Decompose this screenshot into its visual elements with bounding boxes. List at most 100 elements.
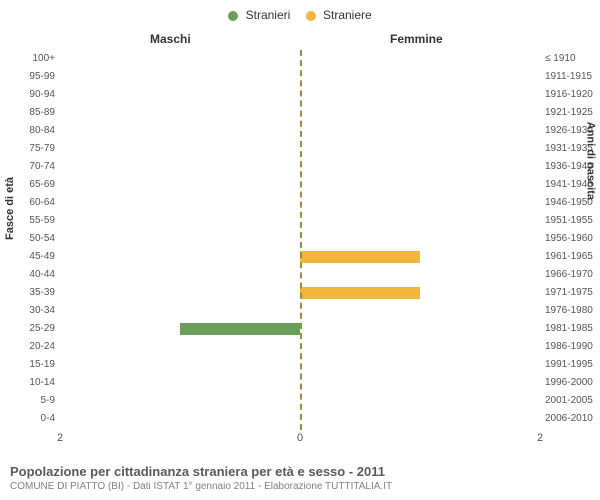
- legend-item-straniere: Straniere: [306, 8, 372, 22]
- pyramid-row: [60, 158, 300, 176]
- birth-year-label: 1971-1975: [545, 284, 600, 302]
- pyramid-row: [60, 392, 300, 410]
- birth-year-label: 2001-2005: [545, 392, 600, 410]
- pyramid-row: [60, 230, 300, 248]
- plot-area: [60, 50, 540, 430]
- pyramid-row: [60, 374, 300, 392]
- pyramid-row: [60, 356, 300, 374]
- chart-subtitle: COMUNE DI PIATTO (BI) - Dati ISTAT 1° ge…: [10, 481, 590, 492]
- pyramid-row: [300, 320, 540, 338]
- female-bar: [300, 251, 420, 263]
- age-label: 5-9: [0, 392, 55, 410]
- y-axis-left-labels: 100+95-9990-9485-8980-8475-7970-7465-696…: [0, 50, 55, 430]
- pyramid-row: [300, 356, 540, 374]
- pyramid-row: [60, 410, 300, 428]
- age-label: 10-14: [0, 374, 55, 392]
- pyramid-row: [60, 284, 300, 302]
- male-half: [60, 50, 300, 430]
- pyramid-row: [60, 302, 300, 320]
- age-label: 95-99: [0, 68, 55, 86]
- pyramid-row: [60, 140, 300, 158]
- pyramid-row: [300, 212, 540, 230]
- age-label: 15-19: [0, 356, 55, 374]
- pyramid-row: [300, 392, 540, 410]
- y-axis-right-title: Anni di nascita: [584, 122, 596, 200]
- pyramid-row: [60, 50, 300, 68]
- pyramid-row: [300, 68, 540, 86]
- age-label: 100+: [0, 50, 55, 68]
- birth-year-label: 1911-1915: [545, 68, 600, 86]
- age-label: 85-89: [0, 104, 55, 122]
- chart-title: Popolazione per cittadinanza straniera p…: [10, 464, 590, 479]
- y-axis-right-labels: ≤ 19101911-19151916-19201921-19251926-19…: [545, 50, 600, 430]
- pyramid-row: [60, 86, 300, 104]
- birth-year-label: 1916-1920: [545, 86, 600, 104]
- birth-year-label: 1976-1980: [545, 302, 600, 320]
- pyramid-row: [300, 266, 540, 284]
- legend-item-stranieri: Stranieri: [228, 8, 290, 22]
- birth-year-label: 1981-1985: [545, 320, 600, 338]
- pyramid-row: [300, 374, 540, 392]
- pyramid-row: [60, 338, 300, 356]
- birth-year-label: 1966-1970: [545, 266, 600, 284]
- chart-container: Stranieri Straniere Maschi Femmine 100+9…: [0, 0, 600, 500]
- birth-year-label: 1921-1925: [545, 104, 600, 122]
- column-header-maschi: Maschi: [150, 32, 191, 46]
- pyramid-row: [300, 194, 540, 212]
- x-tick-left: 2: [57, 432, 63, 444]
- column-header-femmine: Femmine: [390, 32, 443, 46]
- pyramid-row: [60, 68, 300, 86]
- pyramid-row: [60, 266, 300, 284]
- age-label: 30-34: [0, 302, 55, 320]
- birth-year-label: 1956-1960: [545, 230, 600, 248]
- pyramid-row: [60, 176, 300, 194]
- age-label: 25-29: [0, 320, 55, 338]
- legend-label: Straniere: [323, 8, 372, 22]
- x-axis-ticks: 2 0 2: [60, 432, 540, 448]
- pyramid-row: [60, 122, 300, 140]
- male-bar: [180, 323, 300, 335]
- legend-swatch-stranieri: [228, 11, 238, 21]
- pyramid-row: [300, 104, 540, 122]
- age-label: 45-49: [0, 248, 55, 266]
- pyramid-row: [300, 86, 540, 104]
- birth-year-label: 1986-1990: [545, 338, 600, 356]
- pyramid-row: [300, 122, 540, 140]
- x-tick-center: 0: [297, 432, 303, 444]
- birth-year-label: 1951-1955: [545, 212, 600, 230]
- pyramid-row: [60, 320, 300, 338]
- pyramid-row: [300, 158, 540, 176]
- female-half: [300, 50, 540, 430]
- legend-label: Stranieri: [246, 8, 291, 22]
- birth-year-label: 1991-1995: [545, 356, 600, 374]
- birth-year-label: ≤ 1910: [545, 50, 600, 68]
- pyramid-row: [300, 140, 540, 158]
- age-label: 70-74: [0, 158, 55, 176]
- pyramid-row: [300, 230, 540, 248]
- age-label: 40-44: [0, 266, 55, 284]
- pyramid-row: [60, 248, 300, 266]
- pyramid-row: [300, 338, 540, 356]
- age-label: 75-79: [0, 140, 55, 158]
- footer: Popolazione per cittadinanza straniera p…: [10, 464, 590, 492]
- pyramid-row: [300, 284, 540, 302]
- birth-year-label: 2006-2010: [545, 410, 600, 428]
- legend-swatch-straniere: [306, 11, 316, 21]
- pyramid-row: [60, 212, 300, 230]
- pyramid-row: [300, 248, 540, 266]
- pyramid-row: [300, 410, 540, 428]
- y-axis-left-title: Fasce di età: [4, 177, 16, 240]
- pyramid-row: [60, 104, 300, 122]
- birth-year-label: 1961-1965: [545, 248, 600, 266]
- female-bar: [300, 287, 420, 299]
- birth-year-label: 1996-2000: [545, 374, 600, 392]
- age-label: 80-84: [0, 122, 55, 140]
- legend: Stranieri Straniere: [0, 8, 600, 22]
- pyramid-row: [300, 176, 540, 194]
- pyramid-row: [60, 194, 300, 212]
- x-tick-right: 2: [537, 432, 543, 444]
- center-axis-line: [300, 50, 302, 430]
- pyramid-row: [300, 302, 540, 320]
- pyramid-row: [300, 50, 540, 68]
- age-label: 35-39: [0, 284, 55, 302]
